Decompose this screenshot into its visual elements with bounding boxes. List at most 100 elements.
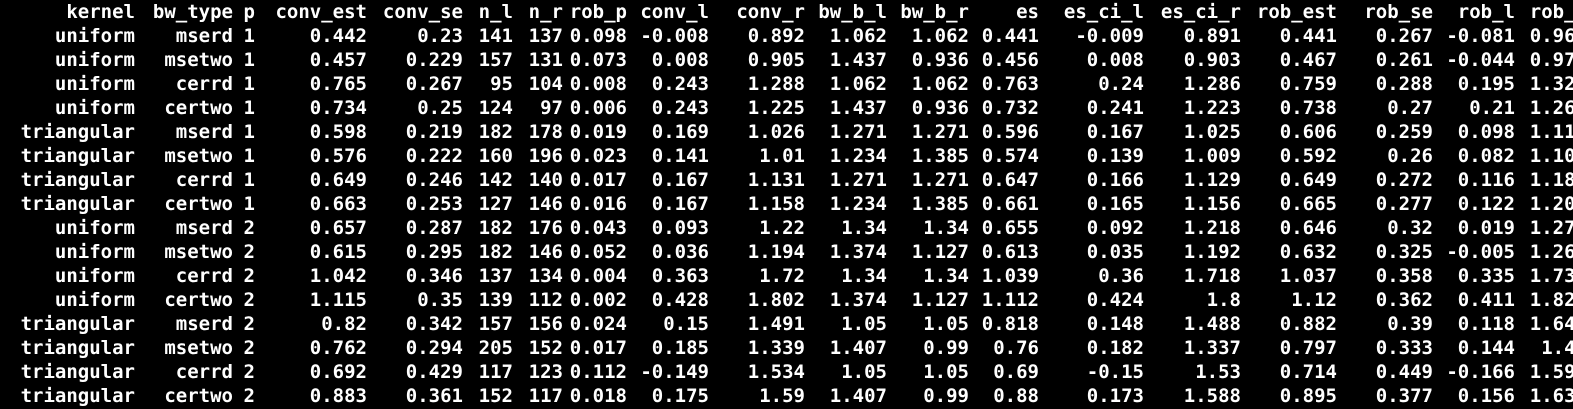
table-cell-kernel: uniform	[54, 241, 135, 263]
table-cell-conv-est: 0.598	[309, 121, 367, 143]
table-cell-p: 2	[243, 337, 255, 359]
table-cell-n-r: 131	[528, 49, 563, 71]
table-cell-kernel: uniform	[54, 217, 135, 239]
column-header-rob-p: rob_p	[569, 1, 627, 23]
table-cell-rob-se: 0.32	[1387, 217, 1433, 239]
table-row: triangular certwo 1 0.663 0.253 127 146 0.016 0.…	[0, 192, 1573, 216]
table-cell-rob-se: 0.27	[1387, 97, 1433, 119]
table-cell-conv-r: 1.026	[747, 121, 805, 143]
table-cell-n-l: 95	[490, 73, 513, 95]
table-cell-bw-type: cerrd	[175, 73, 233, 95]
table-cell-rob-p: 0.019	[569, 121, 627, 143]
table-cell-n-l: 142	[478, 169, 513, 191]
table-cell-rob-p: 0.017	[569, 337, 627, 359]
table-cell-n-r: 140	[528, 169, 563, 191]
table-cell-conv-est: 0.442	[309, 25, 367, 47]
table-cell-rob-l: 0.156	[1457, 385, 1515, 407]
table-cell-bw-b-l: 1.374	[829, 241, 887, 263]
table-cell-es-ci-r: 1.286	[1183, 73, 1241, 95]
table-cell-conv-se: 0.361	[405, 385, 463, 407]
table-cell-rob-est: 0.649	[1279, 169, 1337, 191]
table-cell-es-ci-l: 0.167	[1086, 121, 1144, 143]
table-cell-rob-r: 1.647	[1529, 313, 1573, 335]
column-header-bw-type: bw_type	[152, 1, 233, 23]
table-cell-rob-r: 0.964	[1529, 25, 1573, 47]
table-cell-bw-b-l: 1.437	[829, 49, 887, 71]
table-cell-rob-l: 0.019	[1457, 217, 1515, 239]
table-cell-bw-b-r: 1.271	[911, 121, 969, 143]
table-row: uniform cerrd 2 1.042 0.346 137 134 0.004 0.363 1…	[0, 264, 1573, 288]
table-cell-es-ci-r: 1.218	[1183, 217, 1241, 239]
column-header-es: es	[1016, 1, 1039, 23]
table-cell-bw-type: msetwo	[164, 145, 233, 167]
table-cell-es-ci-l: 0.182	[1086, 337, 1144, 359]
table-cell-rob-p: 0.112	[569, 361, 627, 383]
table-cell-es: 0.732	[981, 97, 1039, 119]
table-cell-rob-p: 0.098	[569, 25, 627, 47]
table-cell-rob-r: 1.273	[1529, 217, 1573, 239]
table-cell-p: 2	[243, 361, 255, 383]
table-cell-bw-b-l: 1.407	[829, 385, 887, 407]
table-cell-kernel: triangular	[20, 121, 135, 143]
table-cell-rob-est: 0.646	[1279, 217, 1337, 239]
column-header-bw-b-l: bw_b_l	[818, 1, 887, 23]
table-cell-bw-b-l: 1.062	[829, 25, 887, 47]
table-cell-bw-b-r: 1.062	[911, 73, 969, 95]
table-cell-es: 0.456	[981, 49, 1039, 71]
table-cell-rob-p: 0.006	[569, 97, 627, 119]
table-cell-rob-se: 0.377	[1375, 385, 1433, 407]
table-cell-conv-l: 0.243	[651, 73, 709, 95]
table-cell-bw-type: certwo	[164, 193, 233, 215]
table-cell-kernel: triangular	[20, 193, 135, 215]
table-cell-conv-l: 0.363	[651, 265, 709, 287]
table-cell-conv-r: 1.01	[759, 145, 805, 167]
table-cell-es: 1.039	[981, 265, 1039, 287]
table-cell-bw-b-l: 1.062	[829, 73, 887, 95]
table-cell-conv-se: 0.25	[417, 97, 463, 119]
table-cell-conv-r: 1.491	[747, 313, 805, 335]
table-cell-rob-est: 0.467	[1279, 49, 1337, 71]
table-cell-rob-r: 1.269	[1529, 241, 1573, 263]
table-row: triangular certwo 2 0.883 0.361 152 117 0.018 0.…	[0, 384, 1573, 408]
table-cell-es-ci-l: 0.424	[1086, 289, 1144, 311]
table-cell-conv-se: 0.222	[405, 145, 463, 167]
table-row: uniform msetwo 1 0.457 0.229 157 131 0.073 0.008…	[0, 48, 1573, 72]
table-cell-bw-b-l: 1.34	[841, 265, 887, 287]
table-cell-n-r: 196	[528, 145, 563, 167]
table-cell-bw-b-r: 1.05	[923, 361, 969, 383]
table-cell-conv-se: 0.267	[405, 73, 463, 95]
table-cell-p: 2	[243, 241, 255, 263]
table-cell-rob-p: 0.004	[569, 265, 627, 287]
table-cell-es-ci-r: 1.009	[1183, 145, 1241, 167]
table-cell-bw-type: mserd	[175, 121, 233, 143]
table-cell-es-ci-l: 0.241	[1086, 97, 1144, 119]
table-cell-bw-b-l: 1.05	[841, 313, 887, 335]
table-cell-conv-est: 0.765	[309, 73, 367, 95]
table-body: uniform mserd 1 0.442 0.23 141 137 0.098 -0.008 0…	[0, 24, 1573, 408]
table-row: triangular cerrd 1 0.649 0.246 142 140 0.017 0.1…	[0, 168, 1573, 192]
table-cell-rob-l: -0.081	[1446, 25, 1515, 47]
table-row: uniform certwo 1 0.734 0.25 124 97 0.006 0.243 1.…	[0, 96, 1573, 120]
table-cell-rob-se: 0.267	[1375, 25, 1433, 47]
table-cell-kernel: uniform	[54, 265, 135, 287]
table-cell-rob-se: 0.362	[1375, 289, 1433, 311]
table-cell-n-r: 146	[528, 193, 563, 215]
table-cell-es-ci-r: 0.903	[1183, 49, 1241, 71]
table-cell-rob-est: 0.895	[1279, 385, 1337, 407]
table-cell-conv-est: 1.115	[309, 289, 367, 311]
table-cell-conv-se: 0.294	[405, 337, 463, 359]
table-cell-p: 2	[243, 217, 255, 239]
table-cell-bw-b-l: 1.437	[829, 97, 887, 119]
table-cell-rob-se: 0.288	[1375, 73, 1433, 95]
table-cell-bw-b-r: 0.936	[911, 49, 969, 71]
table-cell-conv-l: 0.167	[651, 193, 709, 215]
table-row: triangular msetwo 1 0.576 0.222 160 196 0.023 0.…	[0, 144, 1573, 168]
column-header-es-ci-l: es_ci_l	[1063, 1, 1144, 23]
table-cell-conv-r: 1.225	[747, 97, 805, 119]
table-row: uniform msetwo 2 0.615 0.295 182 146 0.052 0.036…	[0, 240, 1573, 264]
table-cell-rob-est: 0.714	[1279, 361, 1337, 383]
table-cell-rob-r: 1.593	[1529, 361, 1573, 383]
table-cell-rob-est: 0.606	[1279, 121, 1337, 143]
table-cell-n-l: 127	[478, 193, 513, 215]
table-cell-n-r: 117	[528, 385, 563, 407]
